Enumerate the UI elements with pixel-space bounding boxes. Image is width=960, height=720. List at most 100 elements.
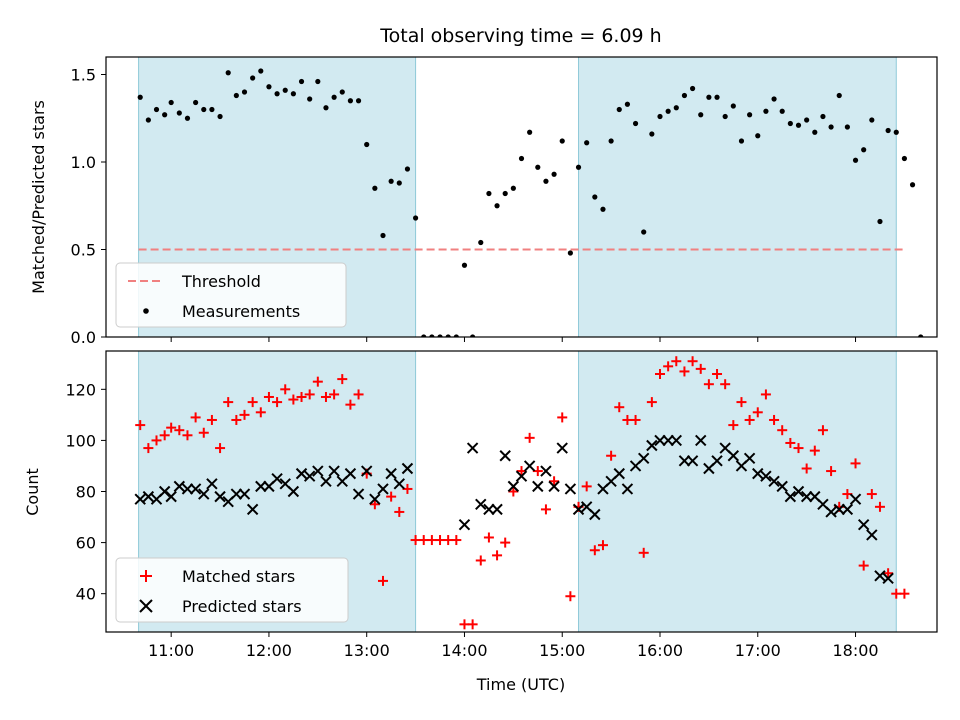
predicted-stars-point bbox=[507, 480, 520, 493]
predicted-stars-point bbox=[515, 470, 528, 482]
predicted-stars-point bbox=[564, 483, 577, 495]
x-stroke-2 bbox=[181, 483, 194, 495]
x-tick-label: 15:00 bbox=[539, 641, 585, 660]
predicted-stars-point bbox=[711, 455, 723, 467]
predicted-stars-point bbox=[303, 470, 316, 482]
matched-stars-point bbox=[475, 555, 486, 566]
x-stroke-2 bbox=[515, 470, 528, 482]
plot-area bbox=[137, 68, 924, 337]
x-stroke-2 bbox=[385, 467, 397, 480]
y-tick-label: 120 bbox=[65, 380, 96, 399]
x-stroke-2 bbox=[246, 503, 259, 516]
matched-stars-point bbox=[655, 368, 665, 379]
matched-stars-point bbox=[614, 402, 625, 413]
measurements-point bbox=[918, 334, 924, 337]
predicted-stars-point bbox=[466, 442, 479, 454]
matched-stars-point bbox=[826, 466, 837, 477]
measurements-point bbox=[290, 91, 296, 97]
matched-stars-point bbox=[809, 445, 820, 456]
x-stroke-2 bbox=[792, 485, 805, 498]
matched-stars-point bbox=[151, 435, 162, 446]
x-stroke-2 bbox=[540, 465, 552, 477]
y-tick-label: 1.5 bbox=[71, 66, 96, 85]
matched-stars-point bbox=[866, 489, 877, 500]
predicted-stars-point bbox=[328, 465, 340, 477]
matched-stars-point bbox=[720, 379, 731, 390]
matched-stars-point bbox=[760, 389, 771, 400]
matched-stars-point bbox=[712, 368, 723, 379]
matched-stars-point bbox=[247, 397, 258, 408]
matched-stars-point bbox=[793, 443, 804, 454]
x-stroke-2 bbox=[165, 490, 177, 503]
predicted-stars-point bbox=[173, 480, 186, 493]
predicted-stars-point bbox=[369, 493, 381, 505]
matched-stars-point bbox=[143, 443, 154, 454]
y-axis-label-top: Matched/Predicted stars bbox=[29, 100, 48, 294]
bottom-panel: 40 60 80 100 120 11:00 12:00 13:00 14:00 15:00 16:… bbox=[65, 350, 938, 660]
x-stroke-2 bbox=[295, 467, 308, 480]
matched-stars-point bbox=[508, 486, 519, 497]
x-stroke-2 bbox=[564, 483, 577, 495]
measurements-point bbox=[722, 113, 728, 120]
measurements-point bbox=[355, 98, 362, 104]
x-stroke-2 bbox=[743, 452, 756, 464]
measurements-point bbox=[307, 96, 313, 102]
predicted-stars-point bbox=[238, 488, 251, 500]
matched-stars-point bbox=[483, 532, 494, 543]
matched-stars-point bbox=[304, 389, 315, 400]
predicted-stars-point bbox=[206, 478, 218, 490]
measurements-point bbox=[689, 85, 696, 92]
x-stroke-2 bbox=[841, 503, 854, 516]
predicted-stars-point bbox=[295, 467, 308, 480]
predicted-stars-point bbox=[385, 467, 397, 480]
measurements-point bbox=[470, 334, 476, 337]
legend-label: Matched stars bbox=[182, 567, 295, 586]
measurements-point bbox=[396, 180, 402, 186]
predicted-stars-point bbox=[678, 455, 691, 467]
predicted-stars-point bbox=[181, 483, 194, 495]
matched-stars-point bbox=[239, 409, 250, 420]
measurements-point bbox=[145, 117, 151, 123]
predicted-stars-point bbox=[841, 503, 854, 516]
measurements-point bbox=[836, 92, 842, 99]
x-stroke-2 bbox=[670, 434, 683, 447]
measurements-point bbox=[461, 262, 468, 268]
x-tick-label: 16:00 bbox=[637, 641, 683, 660]
matched-stars-point bbox=[492, 550, 503, 561]
measurements-point bbox=[429, 334, 435, 337]
matched-stars-point bbox=[597, 540, 608, 551]
matched-stars-point bbox=[728, 420, 739, 431]
legend-box bbox=[115, 557, 349, 623]
x-stroke-2 bbox=[580, 501, 593, 513]
measurements-point bbox=[453, 334, 459, 337]
chart-title: Total observing time = 6.09 h bbox=[379, 25, 661, 47]
x-stroke-2 bbox=[637, 452, 650, 464]
plot-frame bbox=[105, 56, 938, 338]
y-tick-label: 0.5 bbox=[71, 241, 96, 260]
predicted-stars-point bbox=[743, 452, 756, 464]
predicted-stars-point bbox=[360, 465, 373, 477]
measurements-point bbox=[437, 334, 443, 337]
x-stroke-2 bbox=[686, 455, 699, 467]
measurements-point bbox=[885, 127, 891, 134]
predicted-stars-point bbox=[825, 506, 837, 518]
predicted-stars-point bbox=[499, 450, 511, 462]
measurements-point bbox=[404, 166, 411, 172]
predicted-stars-point bbox=[760, 470, 772, 482]
measurements-point bbox=[804, 117, 810, 123]
x-tick-label: 12:00 bbox=[246, 641, 292, 660]
predicted-stars-point bbox=[874, 570, 886, 582]
predicted-stars-point bbox=[849, 493, 862, 505]
matched-stars-point bbox=[581, 481, 592, 492]
predicted-stars-point bbox=[752, 467, 764, 480]
x-stroke-2 bbox=[393, 478, 406, 490]
legend-box bbox=[115, 262, 347, 328]
measurements-point bbox=[543, 178, 549, 184]
measurements-point bbox=[592, 194, 598, 200]
measurements-point bbox=[641, 229, 647, 235]
x-stroke-2 bbox=[255, 480, 267, 493]
x-stroke-2 bbox=[142, 490, 155, 503]
matched-stars-point bbox=[394, 506, 405, 517]
measurements-point bbox=[184, 115, 191, 121]
measurements-point bbox=[241, 89, 248, 95]
